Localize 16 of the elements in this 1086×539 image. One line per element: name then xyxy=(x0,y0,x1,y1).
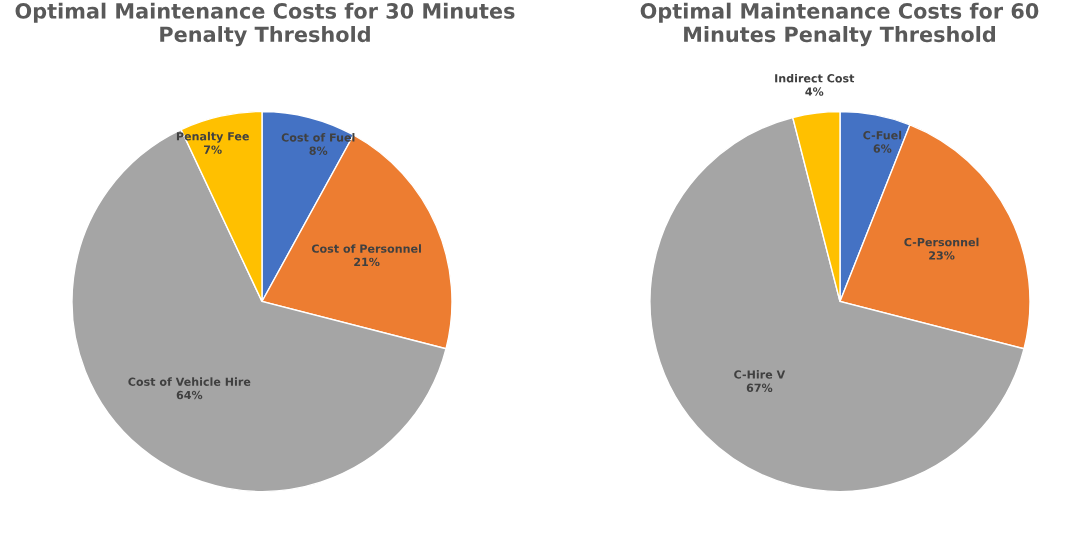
data-label: 64% xyxy=(176,390,203,400)
slice-label: C-Personnel xyxy=(904,237,979,247)
slice-label: C-Fuel xyxy=(863,130,902,140)
data-label: 23% xyxy=(929,251,955,260)
chart-title: Optimal Maintenance Costs for 60 Minutes Penalty Threshold xyxy=(640,2,1039,47)
slice-label: Cost of Vehicle Hire xyxy=(128,377,251,386)
slice-label: Indirect Cost xyxy=(775,73,855,83)
data-label: 6% xyxy=(873,144,892,153)
slice-label: C-Hire V xyxy=(734,370,786,379)
data-label: 21% xyxy=(354,257,380,267)
data-label: 4% xyxy=(805,87,824,96)
data-label: 8% xyxy=(309,146,328,155)
data-label: 7% xyxy=(203,145,222,154)
data-label: 67% xyxy=(746,383,773,392)
chart-title: Optimal Maintenance Costs for 30 Minutes Penalty Threshold xyxy=(15,2,515,47)
slice-label: Cost of Personnel xyxy=(311,244,421,253)
